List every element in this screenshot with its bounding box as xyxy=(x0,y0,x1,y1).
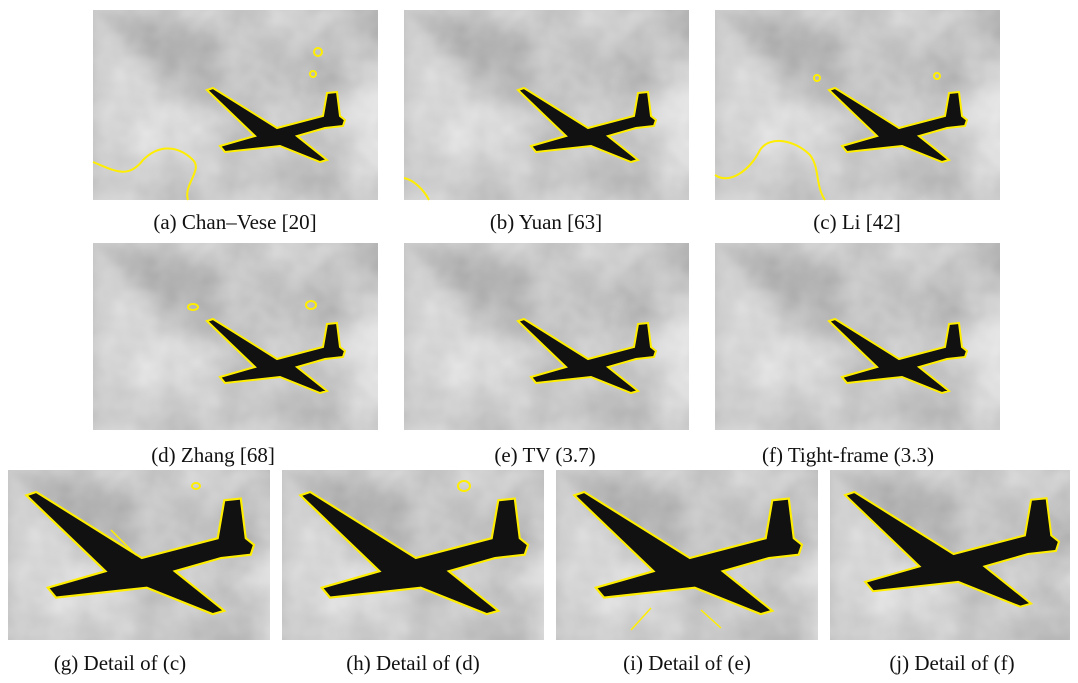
panel-image xyxy=(404,243,689,430)
caption: (g) Detail of (c) xyxy=(54,651,186,675)
panel-image xyxy=(715,10,1000,200)
panel-image xyxy=(404,10,689,200)
panel-image xyxy=(282,470,544,640)
caption: (i) Detail of (e) xyxy=(623,651,751,675)
caption: (h) Detail of (d) xyxy=(346,651,480,675)
panel-image xyxy=(715,243,1000,430)
figure: (a) Chan–Vese [20] (b) Yuan [63] (c) Li … xyxy=(0,0,1078,683)
panel-image xyxy=(93,10,378,200)
caption: (b) Yuan [63] xyxy=(490,210,602,234)
panel-image xyxy=(93,243,378,430)
panel-image xyxy=(830,470,1070,640)
panel-image xyxy=(8,470,270,640)
caption: (d) Zhang [68] xyxy=(151,443,275,467)
panel-image xyxy=(556,470,818,640)
caption: (f) Tight-frame (3.3) xyxy=(762,443,934,467)
caption: (e) TV (3.7) xyxy=(494,443,595,467)
caption: (c) Li [42] xyxy=(813,210,900,234)
caption: (a) Chan–Vese [20] xyxy=(153,210,316,234)
caption: (j) Detail of (f) xyxy=(889,651,1014,675)
